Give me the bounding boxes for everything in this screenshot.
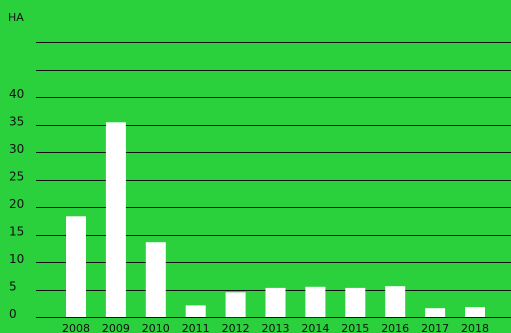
y-tick-label: 10 xyxy=(9,252,24,266)
bar-2016 xyxy=(385,286,406,317)
bar-2017 xyxy=(425,308,446,317)
x-tick-label: 2015 xyxy=(341,322,369,333)
x-tick-label: 2014 xyxy=(301,322,329,333)
bar-2010 xyxy=(145,242,166,317)
y-tick-label: 5 xyxy=(9,280,17,294)
bar-2011 xyxy=(185,305,206,317)
x-tick-label: 2016 xyxy=(381,322,409,333)
bars xyxy=(66,122,485,318)
y-tick-label: 15 xyxy=(9,225,24,239)
y-tick-label: 25 xyxy=(9,170,24,184)
x-axis-ticks: 2008 2009 2010 2011 2012 2013 2014 2015 2016 2017… xyxy=(62,322,489,333)
y-tick-label: 35 xyxy=(9,115,24,129)
bar-2014 xyxy=(305,286,326,318)
y-axis-ticks: 0 5 10 15 20 25 30 35 40 xyxy=(9,87,24,321)
y-tick-label: 40 xyxy=(9,87,24,101)
y-tick-label: 20 xyxy=(9,197,24,211)
bar-2015 xyxy=(345,287,366,317)
y-axis-label: HA xyxy=(8,11,24,24)
x-tick-label: 2010 xyxy=(142,322,170,333)
bar-2018 xyxy=(465,307,485,317)
y-tick-label: 0 xyxy=(9,307,17,321)
x-tick-label: 2012 xyxy=(222,322,250,333)
bar-2012 xyxy=(225,292,246,318)
y-tick-label: 30 xyxy=(9,142,24,156)
bar-2009 xyxy=(105,122,126,317)
x-tick-label: 2017 xyxy=(421,322,449,333)
x-tick-label: 2013 xyxy=(262,322,290,333)
bar-2008 xyxy=(66,216,86,317)
x-tick-label: 2009 xyxy=(102,322,130,333)
x-tick-label: 2011 xyxy=(182,322,210,333)
x-tick-label: 2008 xyxy=(62,322,90,333)
bar-2013 xyxy=(265,287,286,317)
x-tick-label: 2018 xyxy=(461,322,489,333)
